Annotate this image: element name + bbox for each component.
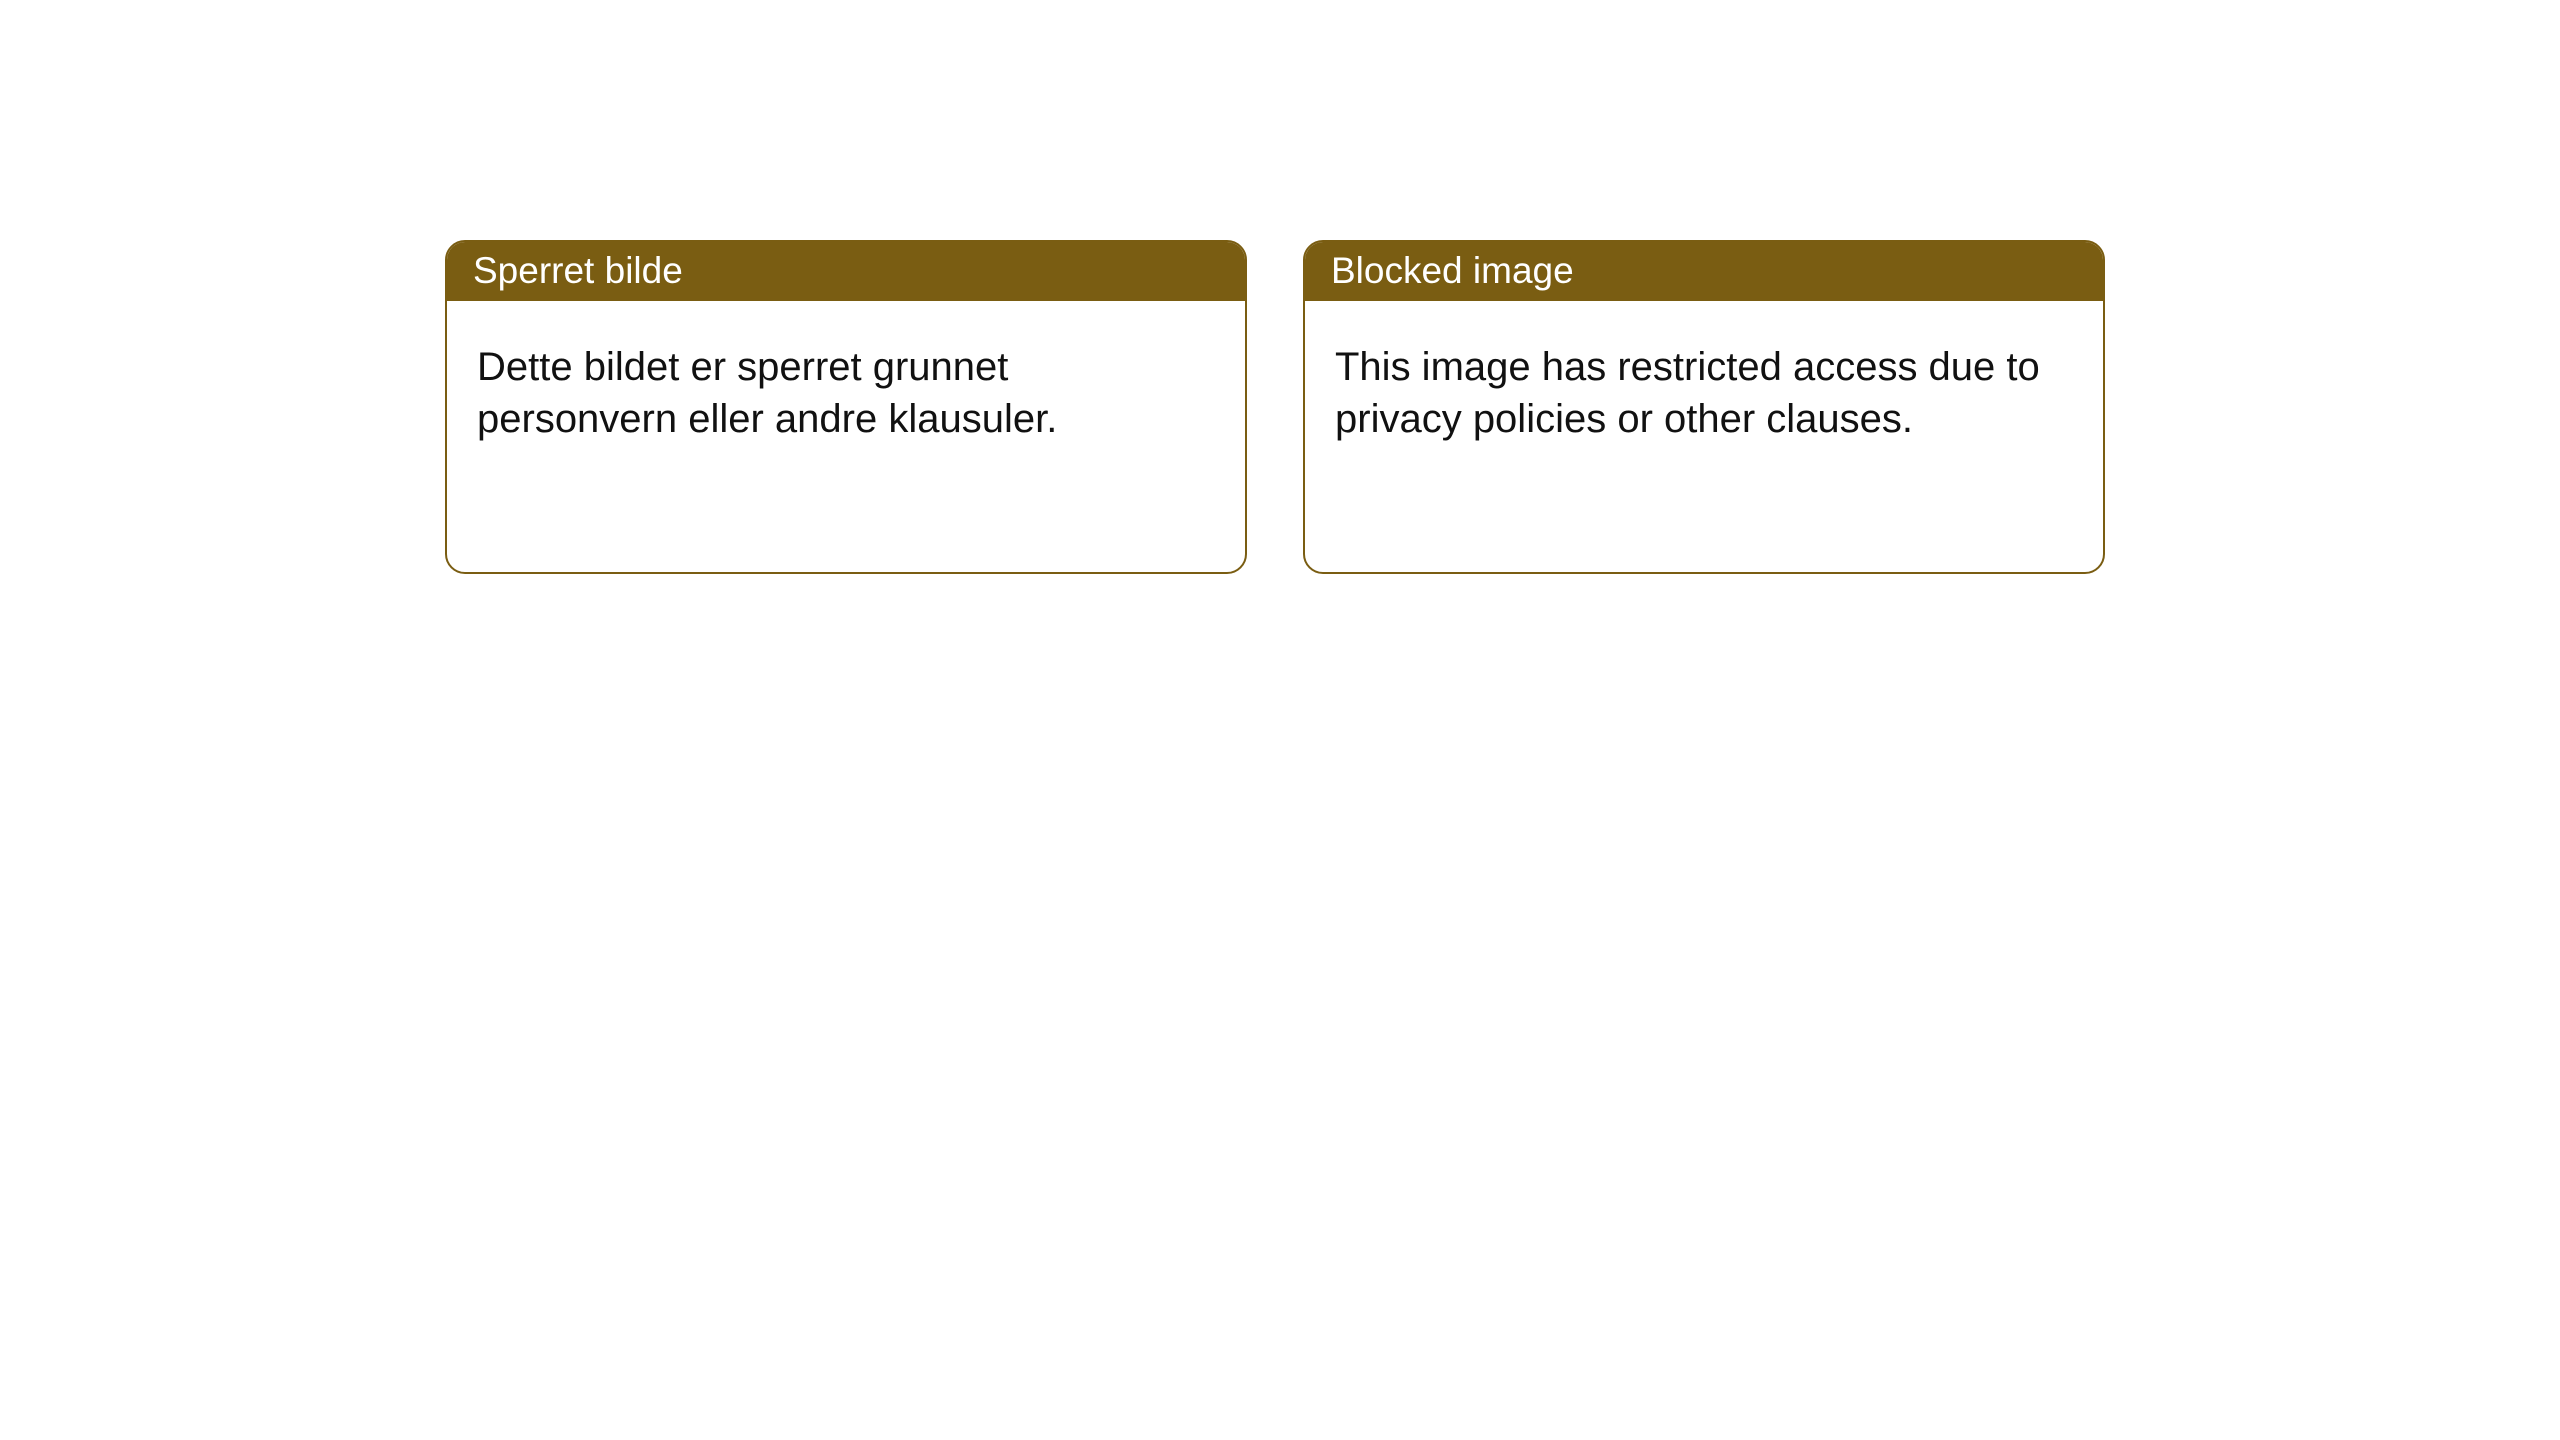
card-message-no: Dette bildet er sperret grunnet personve…	[477, 345, 1057, 441]
card-header-en: Blocked image	[1305, 242, 2103, 301]
blocked-image-cards: Sperret bilde Dette bildet er sperret gr…	[445, 240, 2105, 574]
blocked-image-card-no: Sperret bilde Dette bildet er sperret gr…	[445, 240, 1247, 574]
card-title-en: Blocked image	[1331, 250, 1574, 292]
card-header-no: Sperret bilde	[447, 242, 1245, 301]
card-body-en: This image has restricted access due to …	[1305, 301, 2103, 465]
blocked-image-card-en: Blocked image This image has restricted …	[1303, 240, 2105, 574]
card-message-en: This image has restricted access due to …	[1335, 345, 2040, 441]
card-body-no: Dette bildet er sperret grunnet personve…	[447, 301, 1245, 465]
card-title-no: Sperret bilde	[473, 250, 683, 292]
